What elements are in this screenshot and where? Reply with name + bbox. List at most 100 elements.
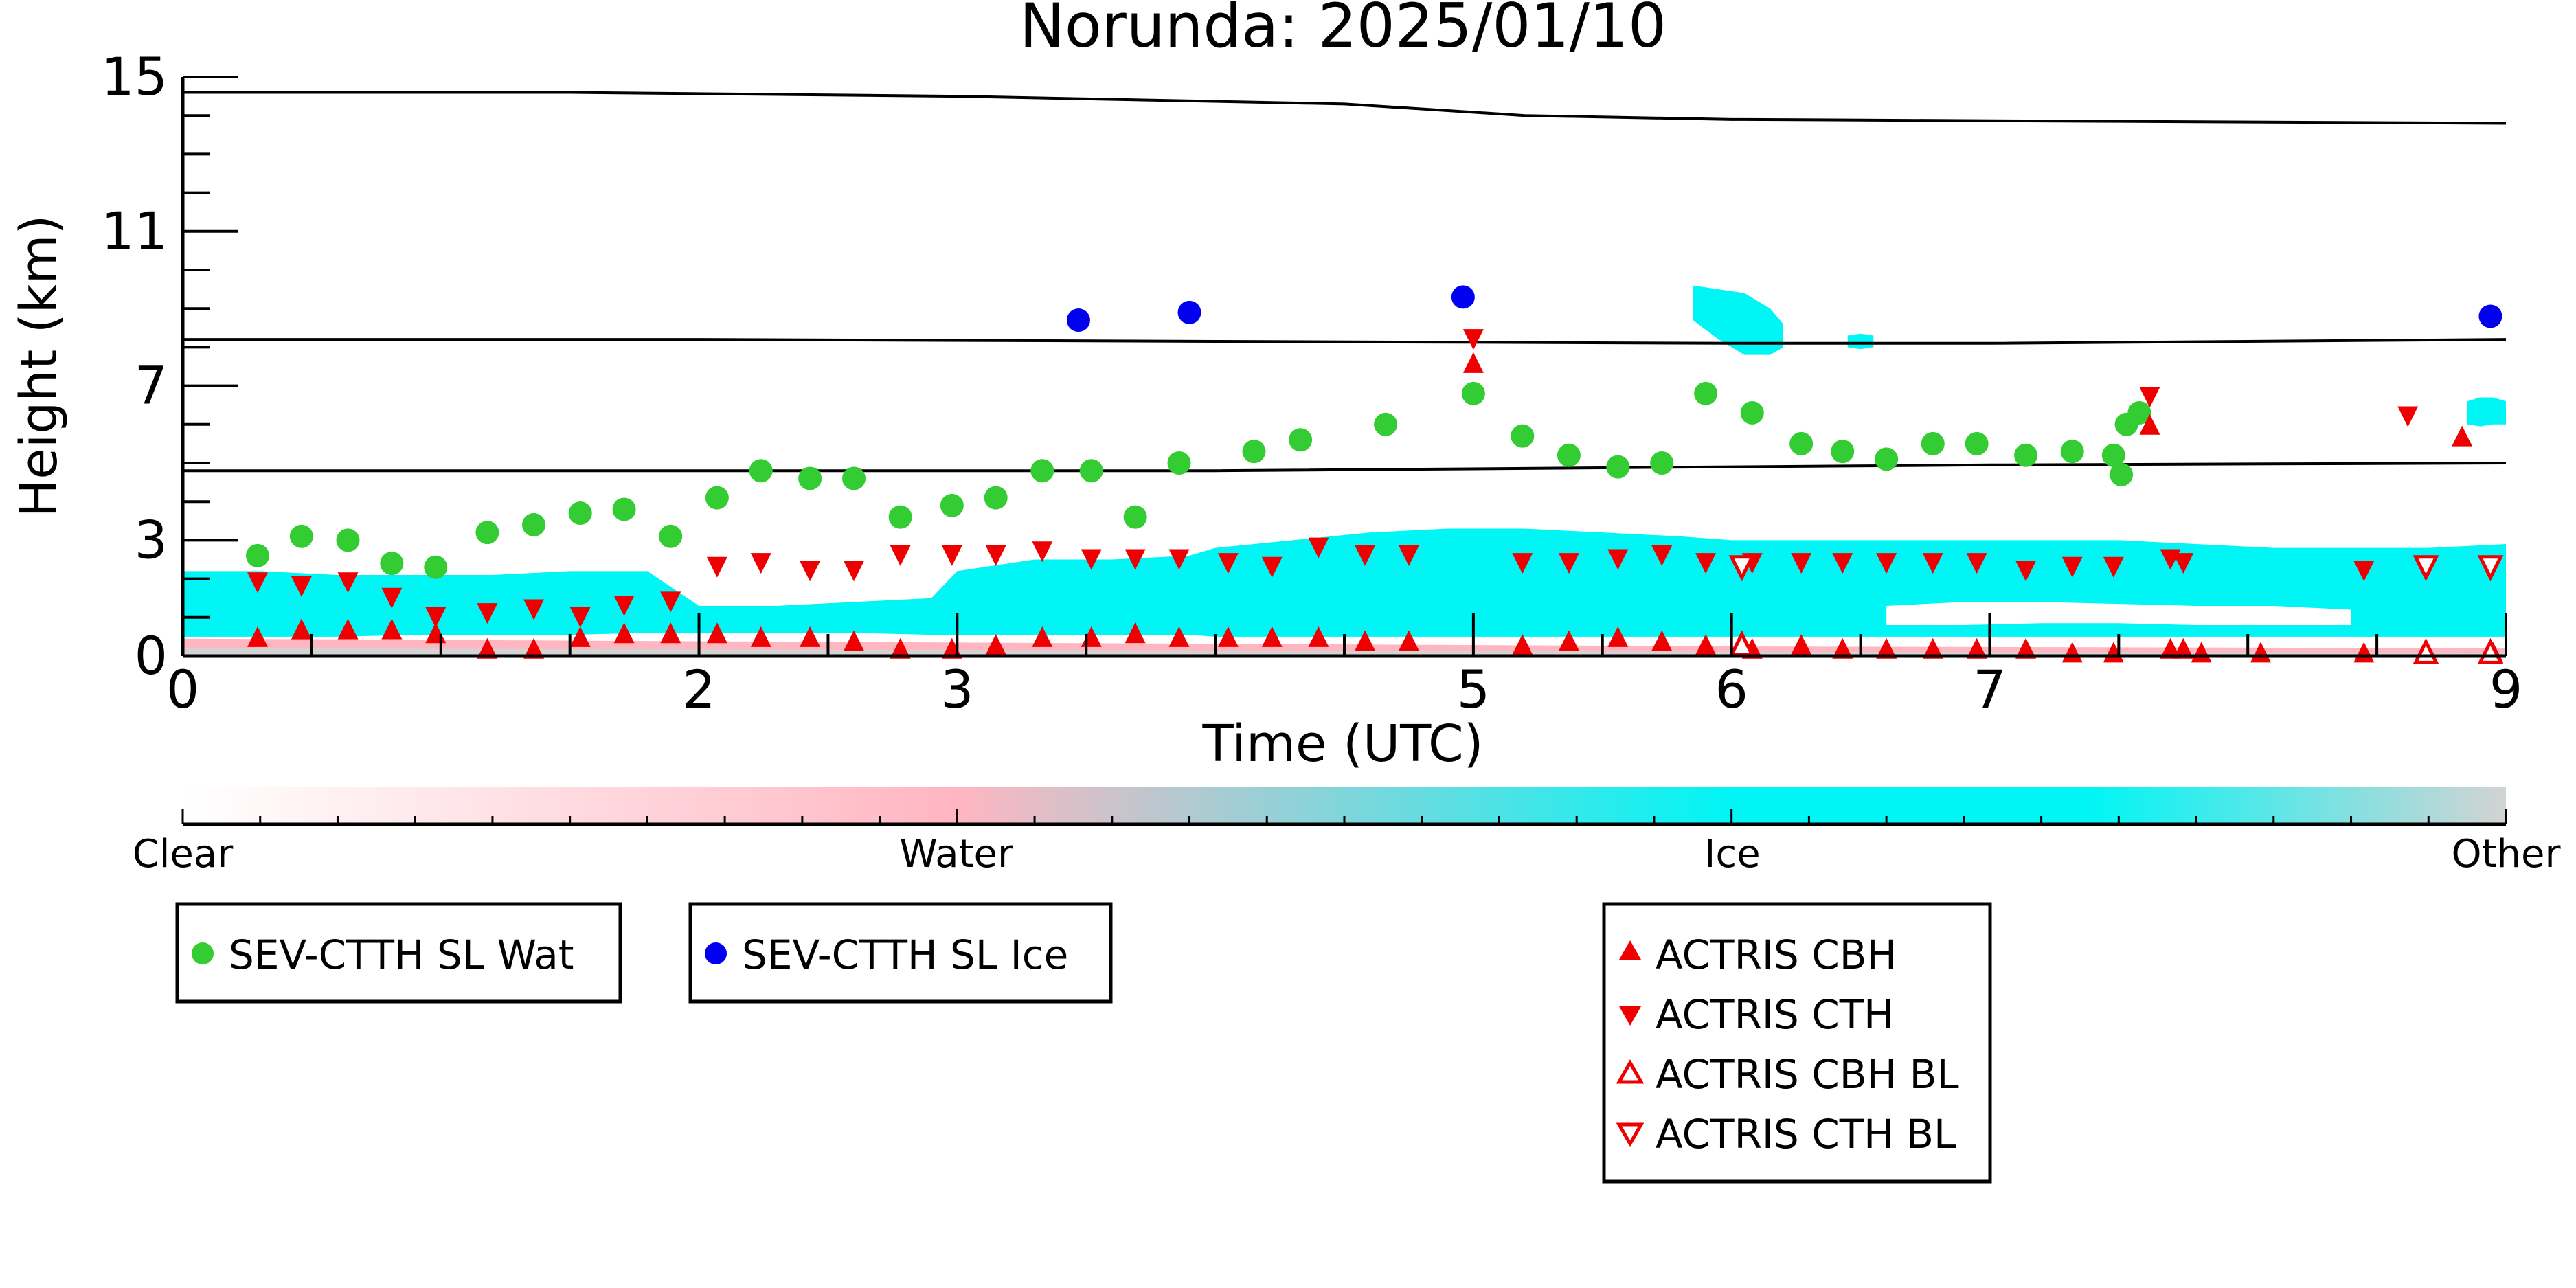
point-sev-ctth-sl-wat (2014, 443, 2038, 467)
point-sev-ctth-sl-wat (336, 528, 360, 552)
point-actris-cbh (1217, 626, 1239, 647)
plot-area (183, 91, 2507, 656)
point-sev-ctth-sl-wat (1831, 440, 1855, 464)
reference-line (183, 338, 2507, 345)
point-actris-cbh (1832, 637, 1853, 659)
point-actris-cbh (569, 626, 591, 647)
point-actris-cbh (2452, 425, 2473, 447)
x-tick-label: 0 (166, 659, 199, 720)
point-actris-cbh (477, 637, 498, 659)
point-actris-cth (800, 561, 821, 582)
point-sev-ctth-sl-wat (522, 512, 546, 536)
point-sev-ctth-sl-wat (1374, 412, 1398, 436)
point-actris-cbh (381, 618, 403, 640)
point-actris-cbh (890, 637, 911, 659)
point-actris-cth (1651, 545, 1673, 566)
point-actris-cbh (1308, 626, 1329, 647)
reference-line (183, 91, 2507, 125)
legend-marker-cth-bl (1616, 1122, 1645, 1148)
point-actris-cth (1876, 553, 1897, 574)
point-actris-cbh (800, 626, 821, 647)
point-actris-cbh (2139, 414, 2160, 435)
point-sev-ctth-sl-wat (568, 501, 592, 526)
point-sev-ctth-sl-wat (749, 459, 773, 483)
legend-label-cth-bl: ACTRIS CTH BL (1656, 1111, 1956, 1157)
colorbar-label: Clear (133, 832, 234, 877)
point-sev-ctth-sl-wat (659, 524, 683, 548)
point-actris-cbh (1922, 637, 1943, 659)
legend-marker-cbh-bl (1616, 1059, 1645, 1084)
point-actris-cth (1695, 553, 1717, 574)
point-actris-cbh (1261, 626, 1283, 647)
point-actris-cth (425, 607, 447, 628)
colorbar-label: Water (899, 832, 1014, 877)
colorbar-label: Other (2451, 832, 2561, 877)
y-tick-label: 7 (135, 355, 168, 416)
point-actris-cbh (1607, 626, 1629, 647)
point-actris-cth (890, 545, 911, 566)
point-actris-cth (569, 607, 591, 628)
point-sev-ctth-sl-wat (1965, 431, 1989, 455)
point-actris-cth (613, 595, 635, 616)
legend-box-actris (1602, 902, 1992, 1184)
point-actris-cbh (337, 618, 359, 640)
point-sev-ctth-sl-wat (2101, 443, 2125, 467)
point-actris-cbh (1398, 630, 1419, 651)
point-sev-ctth-sl-wat (1030, 459, 1054, 483)
point-actris-cbh (1462, 352, 1484, 373)
point-actris-cbh (1695, 634, 1717, 655)
x-tick-label: 3 (940, 659, 973, 720)
colorbar: Clear Water Ice Other (133, 787, 2561, 877)
point-actris-cbh (291, 618, 312, 640)
legend-marker-cth (1619, 1006, 1641, 1026)
x-tick-label: 7 (1973, 659, 2006, 720)
point-actris-cth (1032, 541, 1053, 563)
y-tick-label: 11 (101, 201, 168, 262)
point-actris-cth (706, 556, 727, 578)
point-actris-cbh (660, 622, 681, 644)
point-sev-ctth-sl-wat (475, 521, 499, 545)
chart-title: Norunda: 2025/01/10 (1019, 0, 1667, 61)
point-actris-cth (1791, 553, 1812, 574)
point-actris-cth (477, 603, 498, 624)
point-sev-ctth-sl-wat (612, 497, 636, 521)
point-actris-cth (2397, 406, 2419, 427)
point-actris-cbh (1168, 626, 1190, 647)
point-actris-cbh (985, 634, 1006, 655)
point-actris-cth (2173, 553, 2194, 574)
y-axis-label: Height (km) (10, 215, 69, 518)
point-actris-cth-bl (1728, 555, 1755, 582)
point-sev-ctth-sl-ice (1066, 308, 1090, 332)
point-sev-ctth-sl-wat (1650, 451, 1674, 475)
point-sev-ctth-sl-wat (2060, 440, 2084, 464)
point-actris-cth (1398, 545, 1419, 566)
colorbar-label: Ice (1704, 832, 1761, 877)
x-axis-label: Time (UTC) (1201, 714, 1483, 773)
point-sev-ctth-sl-ice (2478, 304, 2502, 328)
y-axis-ticks: 0 3 7 11 15 (101, 46, 238, 686)
point-actris-cth (1558, 553, 1579, 574)
point-sev-ctth-sl-wat (1740, 400, 1764, 425)
legend-marker-wat (192, 942, 214, 964)
point-actris-cth (337, 572, 359, 594)
point-actris-cth (1168, 549, 1190, 570)
x-tick-label: 9 (2489, 659, 2522, 720)
point-sev-ctth-sl-wat (2110, 462, 2134, 486)
point-actris-cbh (1125, 622, 1146, 644)
point-actris-cbh (1876, 637, 1897, 659)
point-actris-cth (1966, 553, 1987, 574)
point-actris-cth (2015, 561, 2037, 582)
point-sev-ctth-sl-wat (1789, 431, 1814, 455)
legend-box-ice (688, 902, 1113, 1004)
point-actris-cbh (750, 626, 771, 647)
point-sev-ctth-sl-wat (289, 524, 313, 548)
point-actris-cth-bl (2477, 555, 2504, 582)
point-sev-ctth-sl-wat (1875, 447, 1899, 471)
point-sev-ctth-sl-wat (1557, 443, 1581, 467)
x-tick-label: 5 (1457, 659, 1490, 720)
point-sev-ctth-sl-wat (1123, 505, 1147, 529)
cloudnet-ice-region (1693, 285, 1783, 355)
point-actris-cbh (2015, 637, 2037, 659)
point-actris-cth (247, 572, 268, 594)
